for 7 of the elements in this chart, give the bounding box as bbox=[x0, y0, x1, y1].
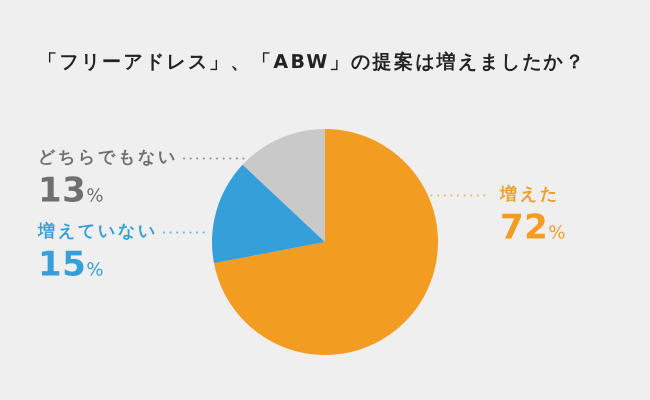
slice-label: 増えた bbox=[499, 184, 560, 205]
data-label: 72% bbox=[500, 208, 566, 248]
slice-label: 増えていない bbox=[37, 220, 158, 242]
slice-label: どちらでもない bbox=[38, 148, 178, 168]
title: 「フリーアドレス」、「ABW」の提案は増えましたか？ bbox=[38, 51, 587, 73]
data-label: 15% bbox=[38, 244, 104, 285]
data-label: 13% bbox=[38, 170, 104, 211]
